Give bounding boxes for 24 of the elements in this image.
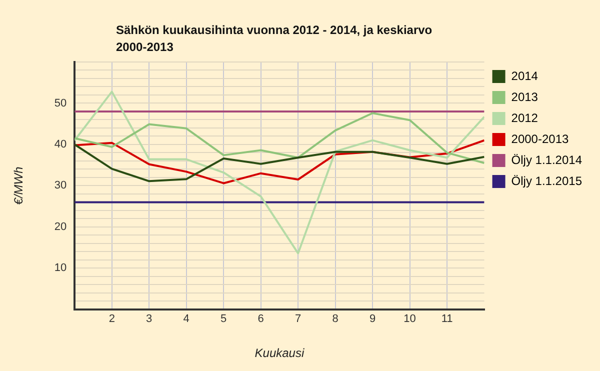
x-tick-label: 8	[332, 313, 338, 326]
legend-label: 2000-2013	[511, 132, 569, 146]
legend-label: 2014	[511, 68, 538, 83]
legend-label: Öljy 1.1.2014	[511, 152, 582, 167]
x-tick-label: 5	[220, 313, 227, 326]
x-tick-label: 9	[370, 313, 376, 326]
y-tick-label: 30	[54, 180, 67, 192]
legend-label: 2013	[511, 90, 538, 104]
y-tick-label: 40	[54, 138, 67, 150]
x-tick-label: 10	[404, 313, 416, 326]
x-tick-label: 7	[295, 313, 302, 326]
x-tick-label: 4	[183, 313, 190, 326]
y-tick-label: 50	[54, 97, 67, 110]
y-axis-title: €/MWh	[12, 166, 26, 205]
y-tick-label: 20	[54, 220, 67, 233]
legend-label: Öljy 1.1.2015	[511, 174, 582, 188]
legend-label: 2012	[511, 110, 538, 125]
x-tick-label: 3	[146, 313, 152, 326]
x-axis-title: Kuukausi	[254, 346, 304, 360]
x-tick-label: 6	[258, 313, 264, 326]
chart-title: Sähkön kuukausihinta vuonna 2012 - 2014, ja keskiarvo 2000-2013	[116, 22, 434, 56]
x-tick-label: 11	[441, 313, 453, 326]
x-tick-label: 2	[108, 313, 115, 326]
y-tick-label: 10	[54, 262, 67, 274]
